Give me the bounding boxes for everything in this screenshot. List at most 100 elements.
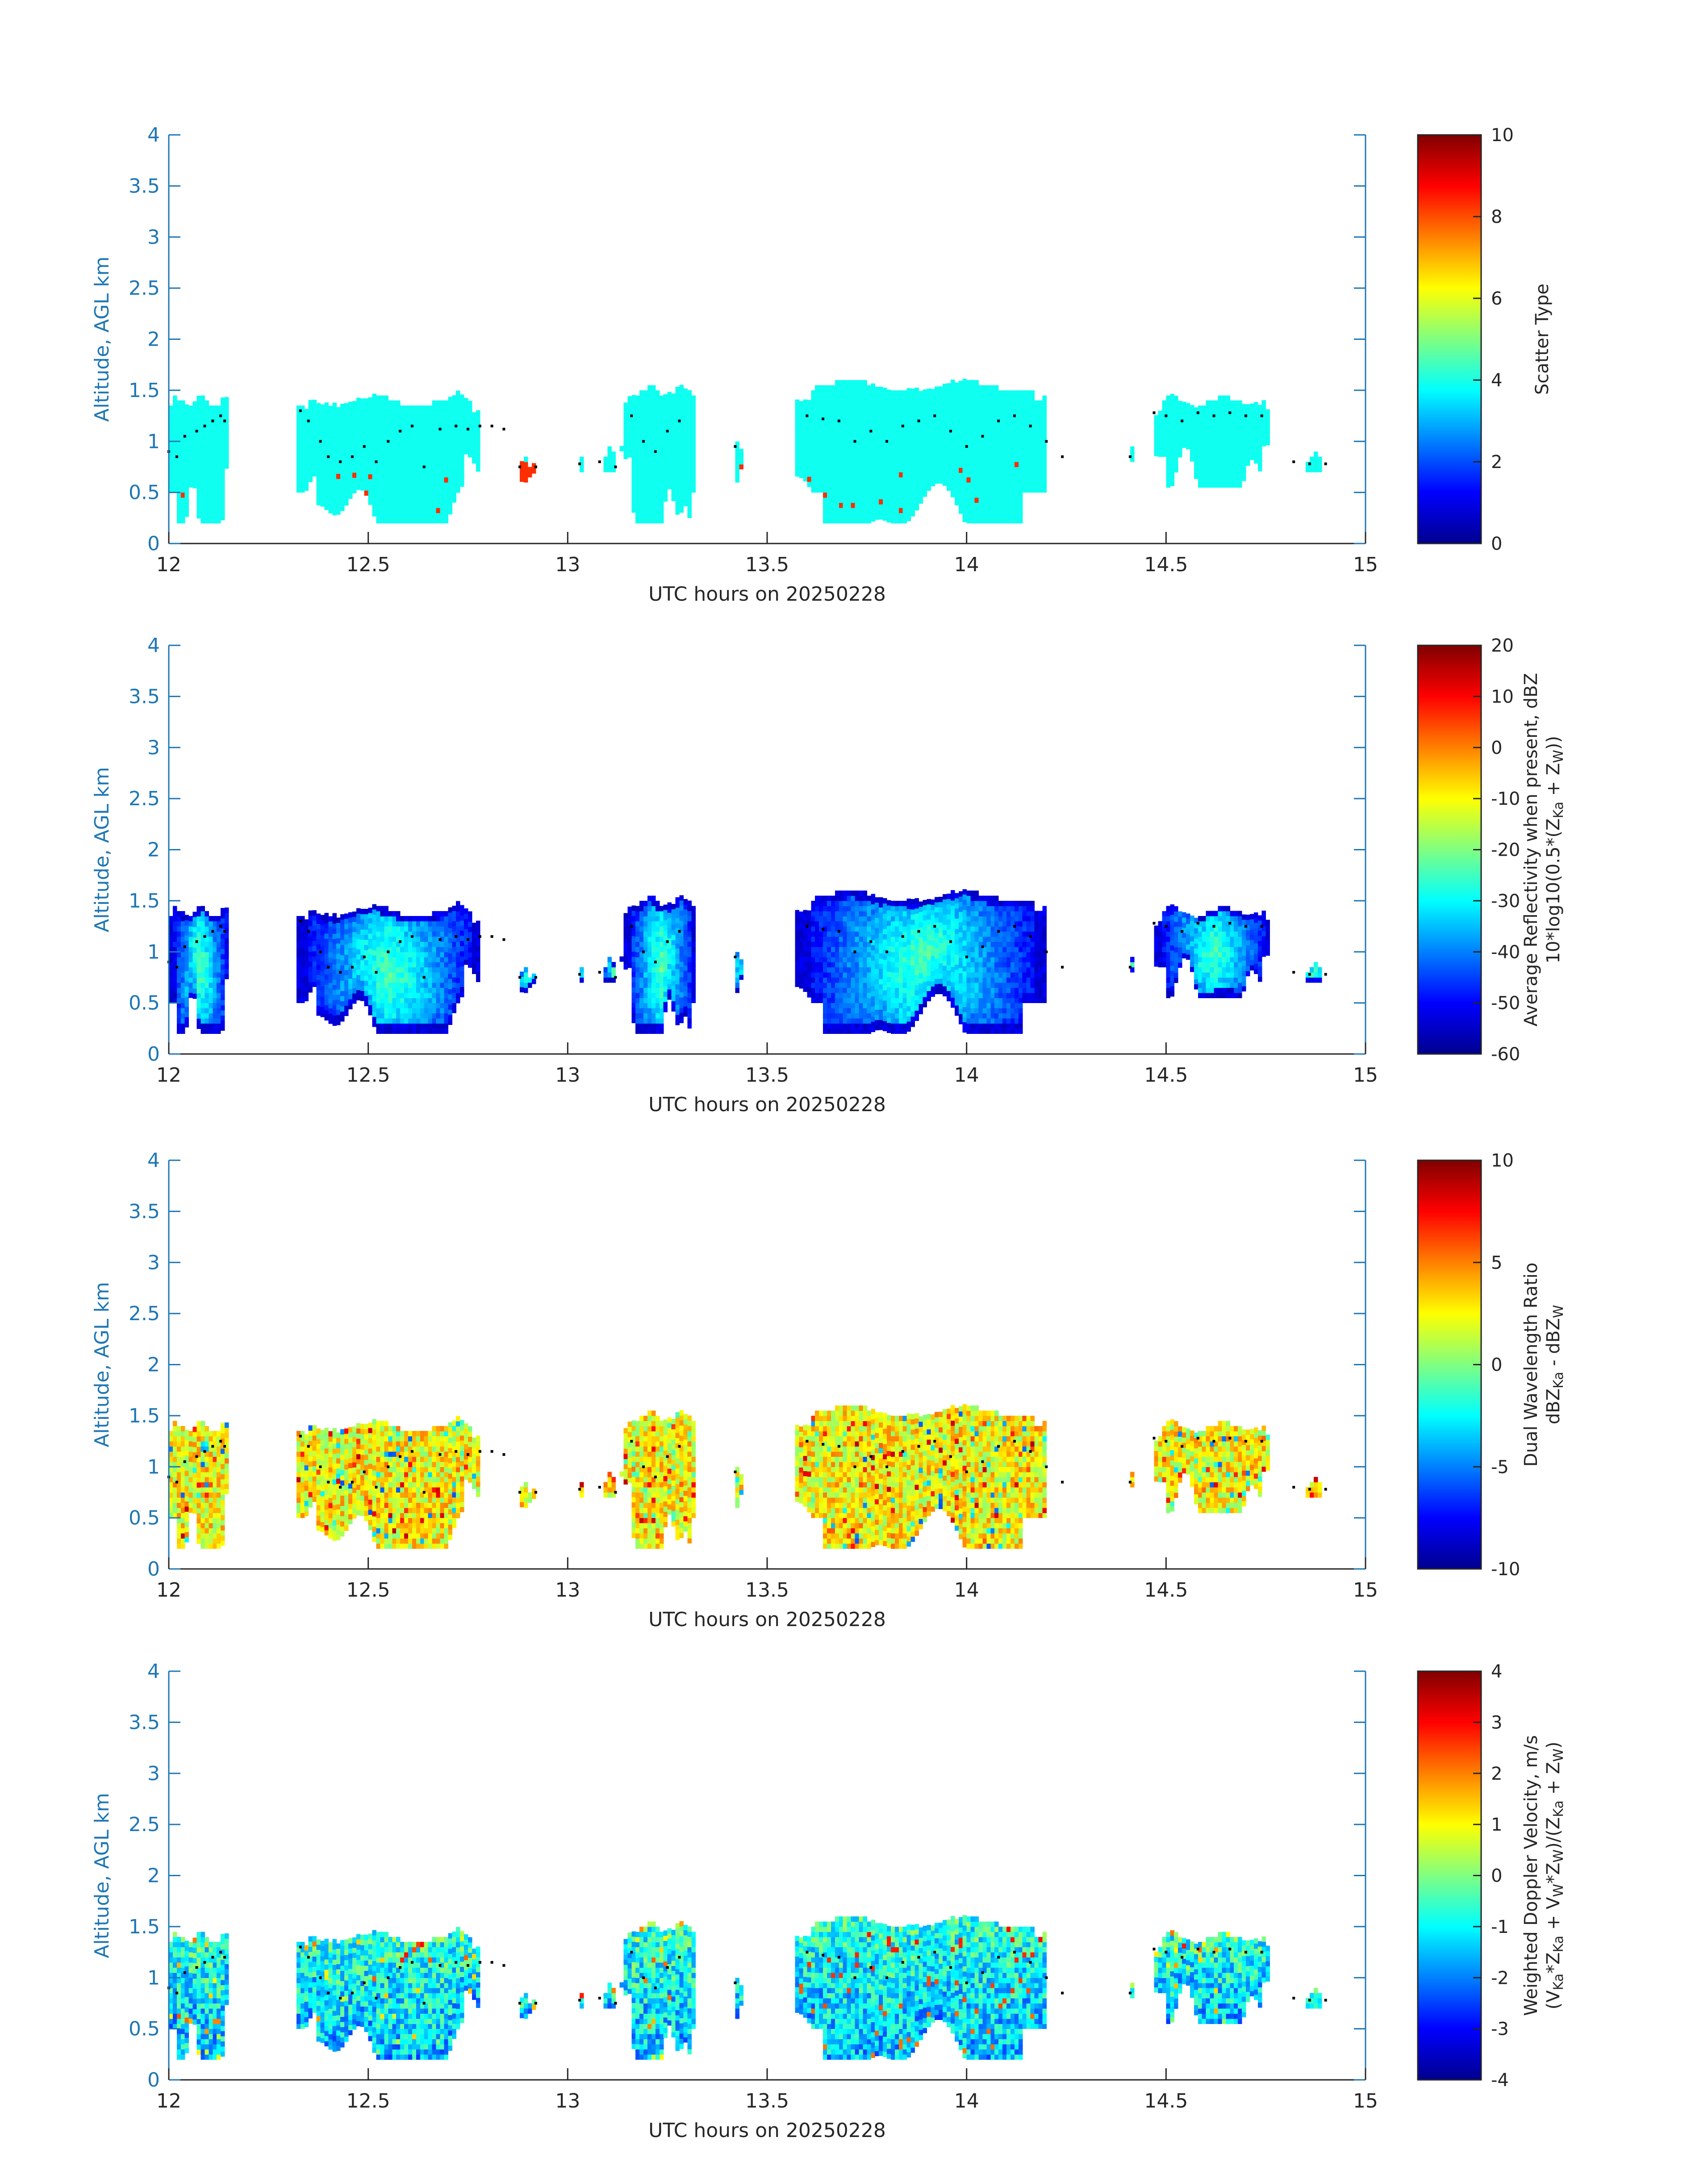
heatmap-cell — [396, 436, 401, 442]
heatmap-cell — [201, 493, 205, 498]
heatmap-cell — [177, 508, 181, 513]
heatmap-cell — [1002, 452, 1007, 457]
heatmap-cell — [324, 464, 329, 469]
heatmap-cell — [691, 457, 696, 462]
heatmap-cell — [428, 916, 433, 921]
heatmap-cell — [424, 513, 429, 518]
heatmap-cell — [664, 496, 668, 502]
heatmap-cell — [883, 434, 887, 439]
heatmap-cell — [1035, 482, 1039, 488]
heatmap-cell — [460, 956, 464, 962]
heatmap-cell — [631, 497, 636, 502]
heatmap-cell — [380, 987, 385, 993]
heatmap-cell — [173, 441, 177, 447]
heatmap-cell — [444, 941, 448, 947]
heatmap-cell — [332, 990, 337, 995]
heatmap-cell — [867, 421, 871, 427]
heatmap-cell — [1015, 421, 1019, 427]
heatmap-cell — [456, 978, 460, 983]
heatmap-cell — [221, 489, 225, 495]
heatmap-cell — [986, 467, 991, 472]
heatmap-cell — [404, 411, 409, 416]
heatmap-cell — [368, 933, 373, 939]
heatmap-cell — [400, 947, 405, 952]
heatmap-cell — [217, 503, 221, 508]
heatmap-cell — [321, 456, 325, 461]
heatmap-cell — [428, 983, 433, 988]
heatmap-cell — [412, 431, 417, 436]
heatmap-cell — [1031, 431, 1035, 436]
heatmap-cell — [460, 977, 464, 982]
heatmap-cell — [647, 411, 652, 416]
heatmap-cell — [1230, 482, 1234, 488]
heatmap-cell — [328, 421, 333, 427]
heatmap-cell — [416, 441, 421, 447]
heatmap-cell — [672, 393, 676, 399]
heatmap-cell — [1246, 430, 1250, 435]
heatmap-cell — [998, 467, 1003, 472]
heatmap-cell — [400, 1013, 405, 1019]
heatmap-cell — [177, 431, 181, 436]
heatmap-cell — [827, 406, 831, 411]
heatmap-cell — [943, 399, 947, 404]
heatmap-cell — [899, 436, 903, 442]
heatmap-cell — [356, 913, 361, 919]
heatmap-cell — [891, 452, 895, 457]
heatmap-cell — [851, 457, 856, 462]
heatmap-cell — [404, 1029, 409, 1034]
heatmap-cell — [408, 462, 413, 467]
heatmap-cell — [444, 508, 448, 513]
heatmap-cell — [660, 426, 664, 431]
heatmap-cell — [321, 445, 325, 451]
heatmap-cell — [811, 472, 815, 477]
heatmap-cell — [982, 462, 987, 467]
heatmap-cell — [181, 477, 185, 482]
heatmap-cell — [660, 441, 664, 447]
heatmap-cell — [460, 420, 464, 426]
heatmap-cell — [428, 508, 433, 513]
heatmap-cell — [452, 972, 456, 978]
heatmap-cell — [384, 1018, 388, 1024]
heatmap-cell — [823, 447, 827, 452]
heatmap-cell — [364, 914, 369, 920]
heatmap-cell — [819, 472, 823, 477]
heatmap-cell — [205, 916, 209, 921]
heatmap-cell — [476, 461, 480, 467]
heatmap-cell — [400, 972, 405, 978]
heatmap-cell — [939, 427, 943, 433]
heatmap-cell — [436, 421, 441, 427]
heatmap-cell — [979, 472, 983, 477]
heatmap-cell — [971, 462, 975, 467]
heatmap-cell — [1254, 418, 1258, 423]
heatmap-cell — [990, 421, 995, 427]
heatmap-cell — [676, 474, 680, 479]
heatmap-cell — [193, 953, 197, 958]
heatmap-cell — [344, 423, 349, 429]
heatmap-cell — [1210, 431, 1215, 436]
heatmap-cell — [1222, 477, 1226, 482]
heatmap-cell — [424, 472, 429, 477]
heatmap-cell — [668, 407, 672, 413]
heatmap-cell — [428, 513, 433, 518]
heatmap-cell — [839, 462, 844, 467]
heatmap-cell — [795, 466, 800, 471]
heatmap-cell — [1222, 452, 1226, 457]
heatmap-cell — [313, 910, 317, 916]
heatmap-cell — [209, 957, 213, 962]
heatmap-cell — [887, 395, 891, 400]
heatmap-cell — [803, 451, 807, 456]
heatmap-cell — [440, 941, 445, 947]
heatmap-cell — [181, 472, 185, 477]
heatmap-cell — [1318, 462, 1322, 467]
heatmap-cell — [851, 467, 856, 472]
heatmap-cell — [428, 487, 433, 493]
heatmap-cell — [1202, 441, 1207, 447]
heatmap-cell — [440, 967, 445, 973]
heatmap-cell — [321, 430, 325, 435]
heatmap-cell — [1218, 421, 1223, 427]
heatmap-cell — [899, 406, 903, 411]
heatmap-cell — [891, 390, 895, 396]
heatmap-cell — [823, 385, 827, 390]
heatmap-cell — [1015, 462, 1019, 467]
heatmap-cell — [328, 503, 333, 508]
